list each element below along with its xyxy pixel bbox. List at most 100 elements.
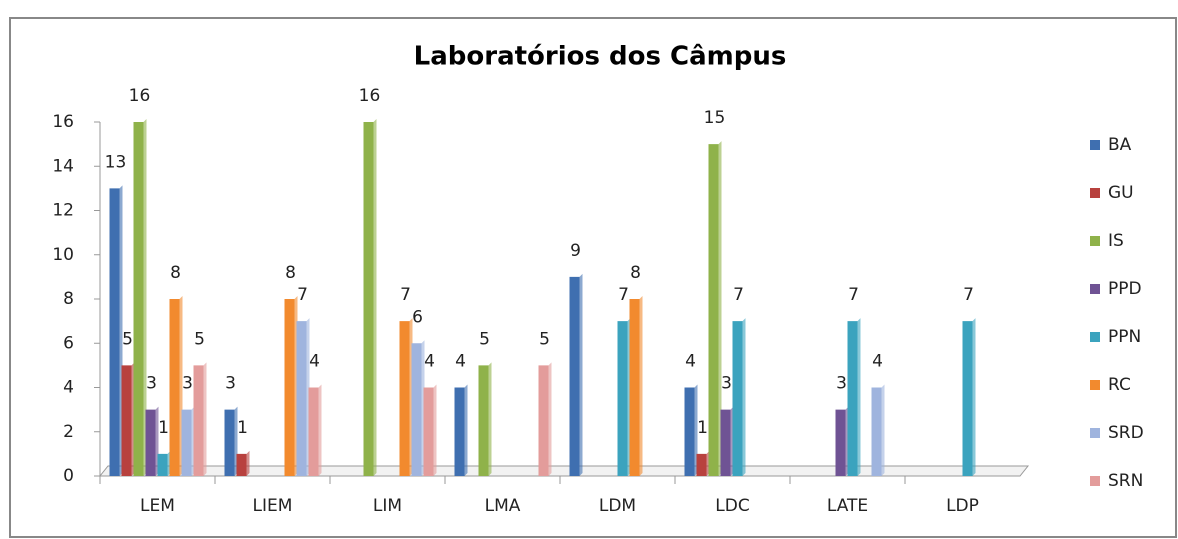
data-label: 3 xyxy=(836,374,847,394)
bar xyxy=(836,410,846,476)
data-label: 16 xyxy=(359,86,381,106)
bar xyxy=(618,321,628,476)
legend-label: SRD xyxy=(1108,423,1144,443)
data-label: 7 xyxy=(963,285,974,305)
bar xyxy=(685,388,695,477)
legend-label: BA xyxy=(1108,135,1132,155)
bar xyxy=(733,321,743,476)
data-label: 8 xyxy=(170,263,181,283)
bar-side xyxy=(434,385,437,477)
bar xyxy=(309,388,319,477)
bar xyxy=(158,454,168,476)
bar-side xyxy=(489,362,492,476)
x-tick-label: LMA xyxy=(485,496,521,516)
bar-side xyxy=(858,318,861,476)
legend-swatch xyxy=(1090,380,1100,390)
bar xyxy=(237,454,247,476)
data-label: 7 xyxy=(618,285,629,305)
y-tick-label: 16 xyxy=(52,112,74,132)
bar-side xyxy=(580,274,583,476)
x-tick-label: LDC xyxy=(715,496,749,516)
y-tick-label: 14 xyxy=(52,156,74,176)
legend-swatch xyxy=(1090,332,1100,342)
y-tick-label: 4 xyxy=(63,378,74,398)
bar xyxy=(400,321,410,476)
y-tick-label: 12 xyxy=(52,201,74,221)
data-label: 4 xyxy=(455,352,466,372)
data-label: 7 xyxy=(400,285,411,305)
data-label: 3 xyxy=(721,374,732,394)
data-label: 5 xyxy=(194,329,205,349)
bar-side xyxy=(882,385,885,477)
bar xyxy=(110,188,120,476)
data-label: 1 xyxy=(697,418,708,438)
x-tick-label: LATE xyxy=(827,496,868,516)
legend-swatch xyxy=(1090,140,1100,150)
data-label: 7 xyxy=(733,285,744,305)
legend-swatch xyxy=(1090,476,1100,486)
bar xyxy=(872,388,882,477)
bar-side xyxy=(247,451,250,476)
bar-side xyxy=(549,362,552,476)
bar xyxy=(848,321,858,476)
bar xyxy=(364,122,374,476)
bar xyxy=(285,299,295,476)
bar xyxy=(697,454,707,476)
data-label: 16 xyxy=(129,86,151,106)
bar xyxy=(297,321,307,476)
bar xyxy=(146,410,156,476)
bar xyxy=(721,410,731,476)
data-label: 8 xyxy=(630,263,641,283)
bar xyxy=(479,365,489,476)
data-label: 5 xyxy=(479,329,490,349)
bar xyxy=(455,388,465,477)
bar xyxy=(225,410,235,476)
bar-side xyxy=(640,296,643,476)
legend-swatch xyxy=(1090,284,1100,294)
legend-swatch xyxy=(1090,188,1100,198)
data-label: 7 xyxy=(297,285,308,305)
y-tick-label: 0 xyxy=(63,466,74,486)
bar xyxy=(194,365,204,476)
y-tick-label: 6 xyxy=(63,333,74,353)
bar xyxy=(570,277,580,476)
data-label: 4 xyxy=(424,352,435,372)
y-tick-label: 10 xyxy=(52,245,74,265)
bar xyxy=(539,365,549,476)
data-label: 3 xyxy=(182,374,193,394)
bar-side xyxy=(973,318,976,476)
legend-label: GU xyxy=(1108,183,1134,203)
legend-label: RC xyxy=(1108,375,1131,395)
chart: Laboratórios dos Câmpus 0246810121416LEM… xyxy=(0,0,1178,539)
data-label: 5 xyxy=(539,329,550,349)
data-label: 7 xyxy=(848,285,859,305)
x-tick-label: LDP xyxy=(946,496,979,516)
data-label: 15 xyxy=(704,108,726,128)
bar-side xyxy=(465,385,468,477)
legend-label: PPN xyxy=(1108,327,1141,347)
legend-label: PPD xyxy=(1108,279,1142,299)
data-label: 4 xyxy=(685,352,696,372)
data-label: 13 xyxy=(105,152,127,172)
legend-swatch xyxy=(1090,428,1100,438)
data-label: 9 xyxy=(570,241,581,261)
data-label: 4 xyxy=(872,352,883,372)
bar xyxy=(122,365,132,476)
y-tick-label: 8 xyxy=(63,289,74,309)
legend-swatch xyxy=(1090,236,1100,246)
bar xyxy=(182,410,192,476)
bar-side xyxy=(374,119,377,476)
x-tick-label: LIEM xyxy=(253,496,293,516)
data-label: 1 xyxy=(237,418,248,438)
page: {"chart_data": {"type": "bar", "title": … xyxy=(0,0,1178,539)
data-label: 1 xyxy=(158,418,169,438)
data-label: 3 xyxy=(225,374,236,394)
bar-side xyxy=(743,318,746,476)
bar xyxy=(412,343,422,476)
x-tick-label: LDM xyxy=(599,496,636,516)
chart-title: Laboratórios dos Câmpus xyxy=(414,42,787,72)
bar-side xyxy=(319,385,322,477)
x-tick-label: LEM xyxy=(140,496,175,516)
x-tick-label: LIM xyxy=(373,496,402,516)
bar-side xyxy=(204,362,207,476)
